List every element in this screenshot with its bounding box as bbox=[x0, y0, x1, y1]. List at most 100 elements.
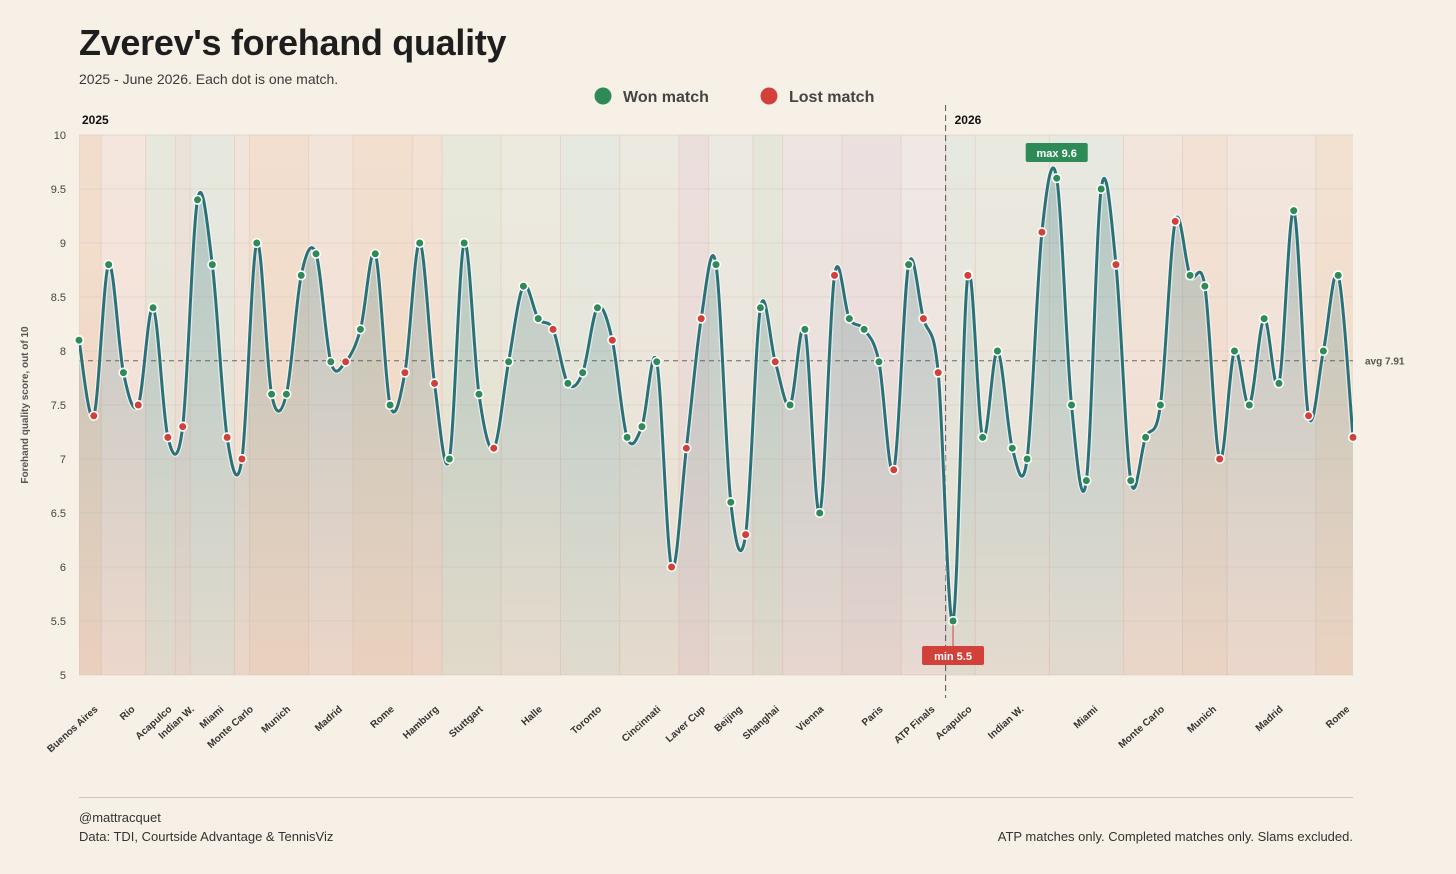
footer-divider bbox=[79, 797, 1353, 798]
won-match-point bbox=[1125, 475, 1136, 486]
won-match-point bbox=[1318, 345, 1329, 357]
x-tick-label: Rome bbox=[1324, 704, 1352, 731]
won-match-point bbox=[533, 313, 544, 324]
won-match-point bbox=[1259, 313, 1270, 324]
won-match-point bbox=[384, 399, 396, 411]
lost-match-point bbox=[918, 313, 929, 324]
won-match-point bbox=[1333, 270, 1344, 281]
won-match-point bbox=[207, 259, 218, 270]
x-tick-label: Madrid bbox=[313, 704, 345, 734]
won-match-point bbox=[577, 367, 588, 378]
won-match-point bbox=[266, 389, 277, 400]
y-tick-label: 8 bbox=[60, 346, 66, 358]
won-match-point bbox=[281, 389, 292, 400]
won-match-point bbox=[1007, 443, 1018, 454]
lost-match-point bbox=[162, 432, 173, 443]
lost-match-point bbox=[696, 313, 707, 324]
series-line bbox=[79, 166, 1353, 624]
lost-match-point bbox=[88, 410, 99, 421]
won-match-point bbox=[651, 356, 662, 367]
won-match-point bbox=[518, 281, 529, 292]
won-match-point bbox=[977, 432, 988, 443]
lost-match-point bbox=[236, 453, 248, 465]
average-label: avg 7.91 bbox=[1365, 357, 1405, 368]
won-match-point bbox=[636, 421, 648, 432]
won-match-point bbox=[103, 259, 114, 270]
lost-match-point bbox=[888, 464, 899, 475]
x-tick-label: Monte Carlo bbox=[1117, 704, 1167, 751]
won-match-point bbox=[118, 367, 129, 378]
legend-label: Lost match bbox=[789, 89, 874, 106]
lost-match-point bbox=[1347, 432, 1359, 443]
won-match-point bbox=[1066, 399, 1077, 411]
y-tick-label: 5 bbox=[60, 670, 66, 682]
y-tick-label: 8.5 bbox=[51, 292, 66, 304]
x-tick-label: Indian W. bbox=[986, 704, 1026, 742]
series-area bbox=[79, 167, 1353, 675]
min-annotation: min 5.5 bbox=[934, 651, 972, 663]
x-tick-label: Madrid bbox=[1254, 704, 1286, 734]
won-match-point bbox=[903, 259, 914, 270]
legend-label: Won match bbox=[623, 89, 709, 106]
x-tick-label: Rio bbox=[118, 704, 137, 723]
won-match-point bbox=[710, 259, 722, 270]
won-match-point bbox=[414, 237, 425, 249]
x-tick-label: Acapulco bbox=[934, 704, 975, 742]
x-tick-label: Paris bbox=[860, 704, 886, 729]
x-tick-label: Cincinnati bbox=[620, 704, 663, 745]
lost-match-point bbox=[340, 356, 351, 367]
y-tick-label: 9.5 bbox=[51, 184, 66, 196]
x-tick-label: Shanghai bbox=[741, 704, 782, 742]
won-match-point bbox=[370, 248, 381, 259]
lost-match-point bbox=[666, 561, 677, 573]
chart-subtitle: 2025 - June 2026. Each dot is one match. bbox=[79, 71, 339, 87]
won-match-point bbox=[325, 356, 336, 367]
y-tick-label: 7.5 bbox=[51, 400, 66, 412]
x-tick-label: Buenos Aires bbox=[45, 704, 100, 755]
lost-match-point bbox=[1214, 453, 1225, 465]
max-annotation: max 9.6 bbox=[1037, 148, 1077, 160]
lost-match-point bbox=[133, 399, 144, 411]
footer-note: ATP matches only. Completed matches only… bbox=[997, 829, 1353, 844]
footer-source: Data: TDI, Courtside Advantage & TennisV… bbox=[79, 829, 334, 844]
x-tick-label: Munich bbox=[1185, 704, 1218, 736]
won-match-point bbox=[1273, 378, 1285, 389]
lost-match-point bbox=[1110, 259, 1122, 270]
x-tick-label: Beijing bbox=[713, 704, 745, 734]
y-axis-label: Forehand quality score, out of 10 bbox=[20, 326, 31, 484]
year-label-2026: 2026 bbox=[955, 113, 982, 127]
lost-match-point bbox=[607, 335, 618, 346]
won-match-point bbox=[755, 302, 766, 313]
max-annotation-box bbox=[1025, 143, 1088, 162]
y-tick-label: 7 bbox=[60, 454, 66, 466]
y-tick-label: 6.5 bbox=[51, 508, 66, 520]
min-annotation-box bbox=[922, 646, 985, 665]
x-tick-label: Halle bbox=[520, 704, 545, 728]
x-tick-label: Hamburg bbox=[401, 704, 441, 742]
lost-match-point bbox=[740, 529, 751, 540]
won-match-point bbox=[799, 324, 810, 335]
won-match-point bbox=[1081, 475, 1092, 486]
footer-credit: @mattracquet bbox=[79, 810, 161, 825]
won-match-point bbox=[192, 194, 203, 205]
lost-match-point bbox=[933, 367, 944, 378]
x-tick-label: Munich bbox=[260, 704, 293, 736]
lost-match-point bbox=[222, 432, 233, 443]
x-tick-label: Rome bbox=[369, 704, 397, 731]
lost-match-point bbox=[1170, 216, 1181, 227]
won-match-point bbox=[355, 324, 366, 335]
won-match-point bbox=[1155, 399, 1166, 411]
won-match-point bbox=[251, 237, 262, 249]
y-tick-label: 10 bbox=[54, 130, 66, 142]
won-match-point bbox=[562, 378, 573, 389]
won-match-point bbox=[1199, 281, 1210, 292]
won-match-point bbox=[784, 399, 796, 411]
lost-match-point bbox=[547, 324, 559, 335]
y-tick-label: 9 bbox=[60, 238, 66, 250]
won-match-point bbox=[873, 356, 885, 367]
won-match-point bbox=[725, 497, 736, 508]
won-match-point bbox=[992, 345, 1003, 357]
won-match-point bbox=[1051, 173, 1062, 184]
lost-match-point bbox=[488, 443, 499, 454]
won-match-point bbox=[622, 432, 633, 443]
